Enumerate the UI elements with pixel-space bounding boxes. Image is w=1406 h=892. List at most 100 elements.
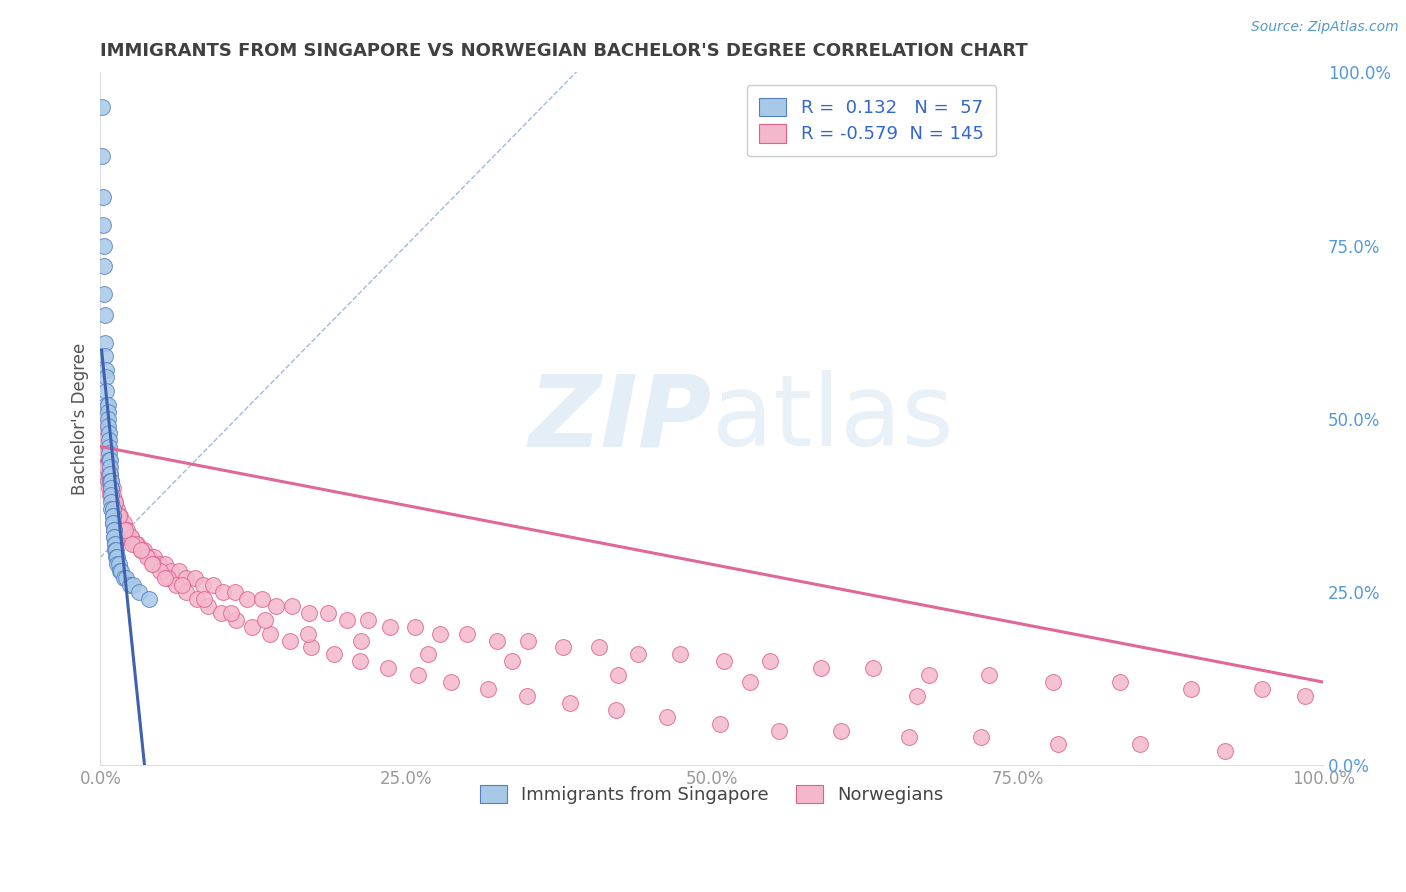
Point xyxy=(655,709,678,723)
Point xyxy=(96,384,118,398)
Point xyxy=(122,578,145,592)
Point xyxy=(120,530,142,544)
Point xyxy=(97,481,120,495)
Point xyxy=(201,578,224,592)
Point xyxy=(108,516,131,530)
Point xyxy=(281,599,304,613)
Point xyxy=(100,495,122,509)
Point xyxy=(111,523,134,537)
Point xyxy=(104,536,127,550)
Point xyxy=(1042,675,1064,690)
Point xyxy=(93,287,115,301)
Point xyxy=(219,606,242,620)
Point xyxy=(1180,681,1202,696)
Point xyxy=(138,591,160,606)
Point xyxy=(105,501,128,516)
Point xyxy=(1251,681,1274,696)
Point xyxy=(135,550,157,565)
Point xyxy=(1046,738,1069,752)
Point xyxy=(98,474,121,488)
Point xyxy=(350,633,373,648)
Point xyxy=(501,654,523,668)
Point xyxy=(156,571,179,585)
Point xyxy=(107,508,129,523)
Point xyxy=(143,550,166,565)
Point xyxy=(153,571,176,585)
Point xyxy=(97,398,120,412)
Point xyxy=(108,564,131,578)
Point xyxy=(918,668,941,682)
Point xyxy=(96,363,118,377)
Point xyxy=(456,626,478,640)
Point xyxy=(713,654,735,668)
Point xyxy=(558,696,581,710)
Point xyxy=(240,620,263,634)
Point xyxy=(153,558,176,572)
Point xyxy=(124,536,146,550)
Point xyxy=(96,398,118,412)
Point xyxy=(97,460,120,475)
Point xyxy=(250,591,273,606)
Point xyxy=(101,495,124,509)
Point xyxy=(98,467,121,482)
Point xyxy=(100,481,122,495)
Point xyxy=(209,606,232,620)
Point xyxy=(94,446,117,460)
Point xyxy=(97,453,120,467)
Point xyxy=(90,148,112,162)
Point xyxy=(516,689,538,703)
Point xyxy=(96,467,118,482)
Point xyxy=(93,260,115,274)
Point xyxy=(104,543,127,558)
Point xyxy=(125,536,148,550)
Point xyxy=(299,640,322,655)
Point xyxy=(100,481,122,495)
Point xyxy=(105,543,128,558)
Point xyxy=(254,613,277,627)
Point xyxy=(112,516,135,530)
Point xyxy=(107,558,129,572)
Y-axis label: Bachelor's Degree: Bachelor's Degree xyxy=(72,343,89,495)
Point xyxy=(117,523,139,537)
Point xyxy=(224,585,246,599)
Point xyxy=(627,648,650,662)
Point xyxy=(129,543,152,558)
Point xyxy=(404,620,426,634)
Point xyxy=(709,716,731,731)
Point xyxy=(110,564,132,578)
Point xyxy=(759,654,782,668)
Point xyxy=(103,495,125,509)
Point xyxy=(349,654,371,668)
Point xyxy=(1213,744,1236,758)
Point xyxy=(107,516,129,530)
Point xyxy=(148,558,170,572)
Point xyxy=(101,508,124,523)
Point xyxy=(979,668,1001,682)
Point xyxy=(90,440,112,454)
Point xyxy=(90,100,112,114)
Point xyxy=(100,488,122,502)
Point xyxy=(605,703,627,717)
Point xyxy=(378,620,401,634)
Point xyxy=(97,467,120,482)
Point xyxy=(862,661,884,675)
Point xyxy=(100,501,122,516)
Point xyxy=(485,633,508,648)
Point xyxy=(117,530,139,544)
Point xyxy=(97,460,120,475)
Point xyxy=(970,731,993,745)
Point xyxy=(186,591,208,606)
Point xyxy=(322,648,344,662)
Point xyxy=(128,585,150,599)
Point xyxy=(100,474,122,488)
Point xyxy=(107,550,129,565)
Point xyxy=(225,613,247,627)
Point xyxy=(93,433,115,447)
Point xyxy=(211,585,233,599)
Point xyxy=(96,460,118,475)
Point xyxy=(172,578,194,592)
Point xyxy=(97,474,120,488)
Point xyxy=(141,558,163,572)
Point xyxy=(103,523,125,537)
Legend: Immigrants from Singapore, Norwegians: Immigrants from Singapore, Norwegians xyxy=(470,774,955,815)
